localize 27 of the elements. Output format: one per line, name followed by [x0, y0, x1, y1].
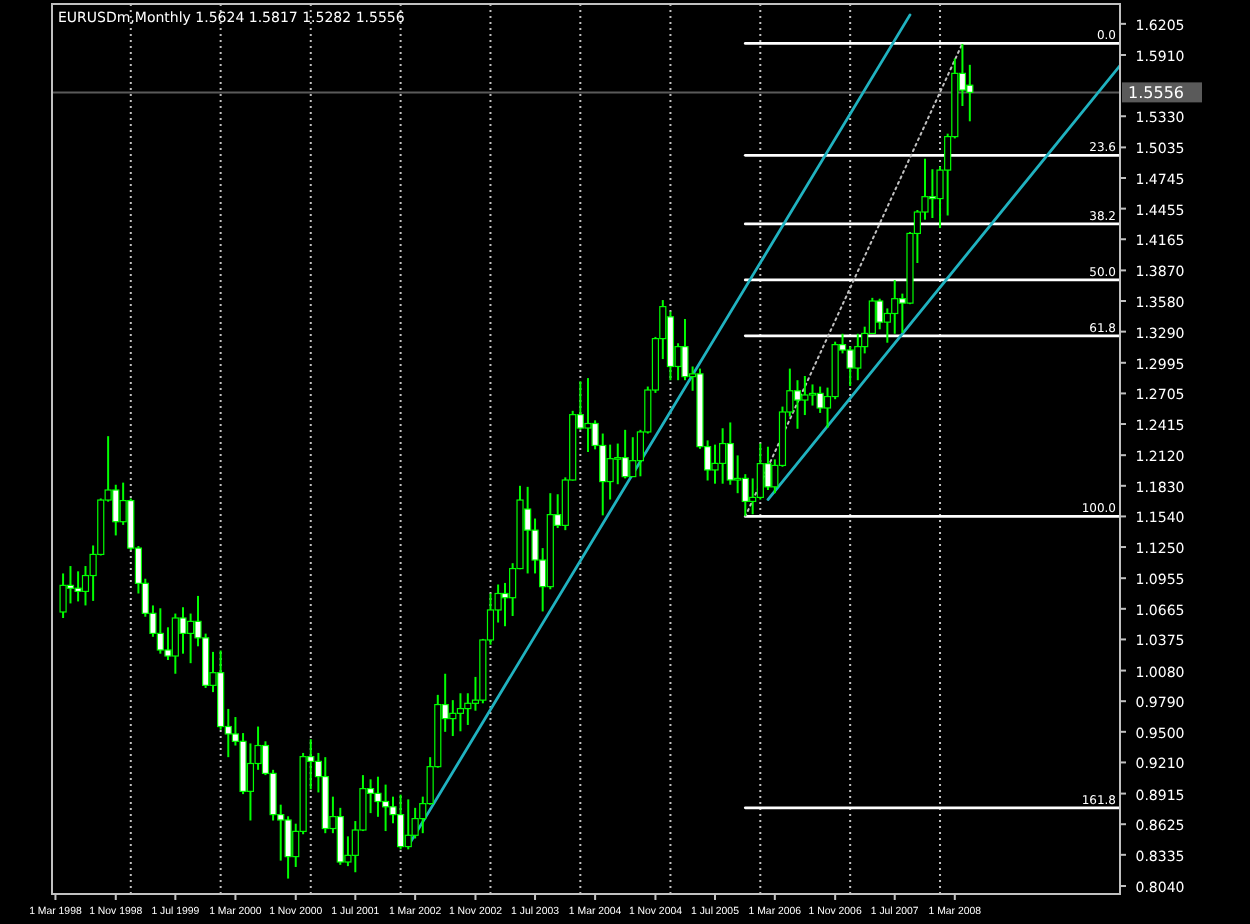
candlestick: [801, 374, 809, 417]
candlestick: [621, 428, 629, 480]
candlestick: [584, 377, 592, 454]
candlestick: [74, 570, 82, 603]
candlestick: [171, 612, 179, 675]
candlestick: [382, 783, 390, 833]
candlestick: [793, 379, 802, 430]
candlestick: [456, 692, 465, 733]
candlestick: [606, 443, 614, 501]
candlestick: [719, 427, 727, 485]
candlestick: [187, 612, 195, 665]
candlestick: [156, 607, 164, 655]
candlestick: [764, 445, 772, 492]
candlestick: [66, 565, 75, 605]
candlestick: [524, 485, 532, 575]
candlestick: [726, 421, 734, 486]
candlestick: [59, 572, 67, 619]
candlestick: [397, 793, 405, 851]
ref-line-label: 1.5556: [1128, 84, 1184, 103]
candlestick: [404, 798, 412, 851]
candlestick: [629, 436, 637, 478]
candlestick: [928, 168, 936, 220]
candlestick: [854, 332, 862, 382]
candlestick: [179, 606, 187, 655]
candlestick: [808, 383, 817, 407]
candlestick: [449, 699, 457, 738]
candlestick: [891, 279, 899, 335]
